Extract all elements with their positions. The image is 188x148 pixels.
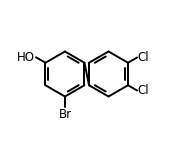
Text: HO: HO xyxy=(17,51,35,64)
Text: Br: Br xyxy=(58,108,71,121)
Text: Cl: Cl xyxy=(138,51,149,64)
Text: Cl: Cl xyxy=(138,84,149,97)
